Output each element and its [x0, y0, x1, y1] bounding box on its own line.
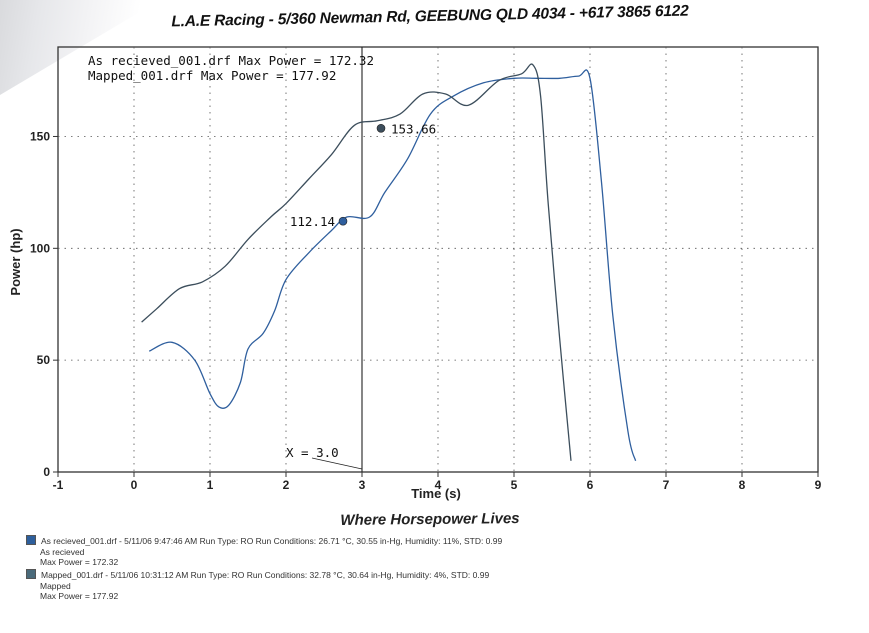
- run-color-swatch: [26, 569, 36, 579]
- run-info-line: Mapped_001.drf - 5/11/06 10:31:12 AM Run…: [26, 569, 489, 581]
- plot-frame: [57, 46, 819, 473]
- footer-title: Where Horsepower Lives: [340, 510, 520, 529]
- run-info-line: As recieved_001.drf - 5/11/06 9:47:46 AM…: [26, 535, 502, 547]
- x-tick-label: 1: [207, 478, 214, 492]
- series-line-1: [148, 69, 637, 461]
- markers: 112.14 153.66: [290, 121, 436, 229]
- data-marker-label: 153.66: [391, 121, 436, 136]
- x-tick-label: 4: [435, 478, 442, 492]
- run-details: Mapped_001.drf - 5/11/06 10:31:12 AM Run…: [41, 570, 490, 580]
- run-info-1: As recieved_001.drf - 5/11/06 9:47:46 AM…: [26, 535, 502, 568]
- cursor: X = 3.0: [286, 47, 363, 472]
- cursor-pointer: [311, 457, 363, 470]
- y-tick-label: 0: [43, 465, 50, 479]
- grid: [58, 47, 818, 472]
- run-name: Mapped: [40, 580, 71, 591]
- data-marker-label: 112.14: [290, 214, 335, 229]
- y-axis-title: Power (hp): [8, 228, 23, 295]
- y-tick-label: 100: [30, 241, 50, 255]
- x-tick-label: 8: [739, 478, 746, 492]
- x-tick-label: 7: [663, 478, 670, 492]
- cursor-label: X = 3.0: [286, 445, 339, 460]
- y-tick-label: 50: [37, 353, 51, 367]
- legend-line-1: As recieved_001.drf Max Power = 172.32: [88, 53, 374, 68]
- data-marker: [376, 123, 386, 133]
- series-line-2: [141, 63, 572, 461]
- x-tick-label: 0: [131, 478, 138, 492]
- run-name: As recieved: [40, 546, 85, 557]
- x-tick-label: -1: [53, 478, 64, 492]
- x-tick-label: 6: [587, 478, 594, 492]
- x-tick-label: 2: [283, 478, 290, 492]
- run-info-2: Mapped_001.drf - 5/11/06 10:31:12 AM Run…: [26, 569, 489, 602]
- x-tick-label: 3: [359, 478, 366, 492]
- x-tick-label: 9: [815, 478, 822, 492]
- x-axis-title: Time (s): [411, 486, 461, 501]
- run-max-power: Max Power = 172.32: [40, 557, 119, 567]
- x-tick-label: 5: [511, 478, 518, 492]
- run-color-swatch: [26, 535, 36, 545]
- data-marker: [338, 216, 348, 226]
- legend-line-2: Mapped_001.drf Max Power = 177.92: [88, 68, 336, 83]
- run-max-power: Max Power = 177.92: [40, 591, 119, 601]
- run-details: As recieved_001.drf - 5/11/06 9:47:46 AM…: [41, 536, 503, 546]
- series: [141, 63, 637, 461]
- y-tick-label: 150: [30, 129, 50, 143]
